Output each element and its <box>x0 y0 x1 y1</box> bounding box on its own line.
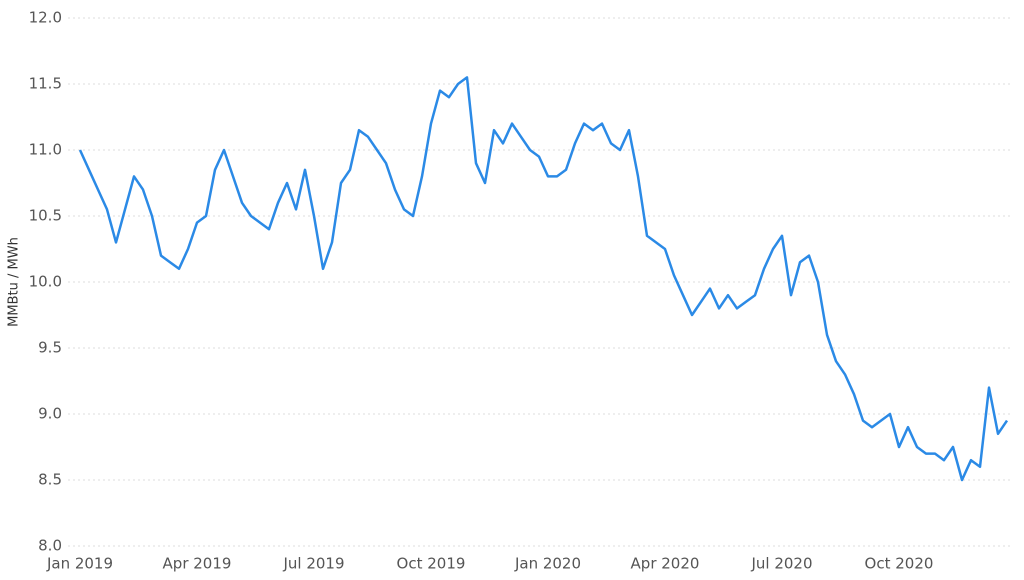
y-tick-label: 11.0 <box>29 141 62 159</box>
x-tick-label: Apr 2019 <box>163 555 232 573</box>
x-tick-label: Jul 2020 <box>750 555 812 573</box>
y-tick-label: 9.5 <box>38 339 62 357</box>
x-tick-label: Jan 2019 <box>46 555 113 573</box>
y-tick-label: 12.0 <box>29 9 62 27</box>
x-tick-label: Oct 2020 <box>865 555 934 573</box>
y-tick-label: 8.5 <box>38 471 62 489</box>
x-tick-label: Jul 2019 <box>282 555 344 573</box>
y-tick-label: 9.0 <box>38 405 62 423</box>
y-tick-label: 10.5 <box>29 207 62 225</box>
y-axis-label: MMBtu / MWh <box>7 237 22 327</box>
line-series <box>78 76 1009 482</box>
x-tick-label: Apr 2020 <box>631 555 700 573</box>
y-tick-label: 10.0 <box>29 273 62 291</box>
y-tick-label: 8.0 <box>38 537 62 555</box>
x-tick-label: Jan 2020 <box>514 555 581 573</box>
x-tick-label: Oct 2019 <box>397 555 466 573</box>
y-tick-label: 11.5 <box>29 75 62 93</box>
